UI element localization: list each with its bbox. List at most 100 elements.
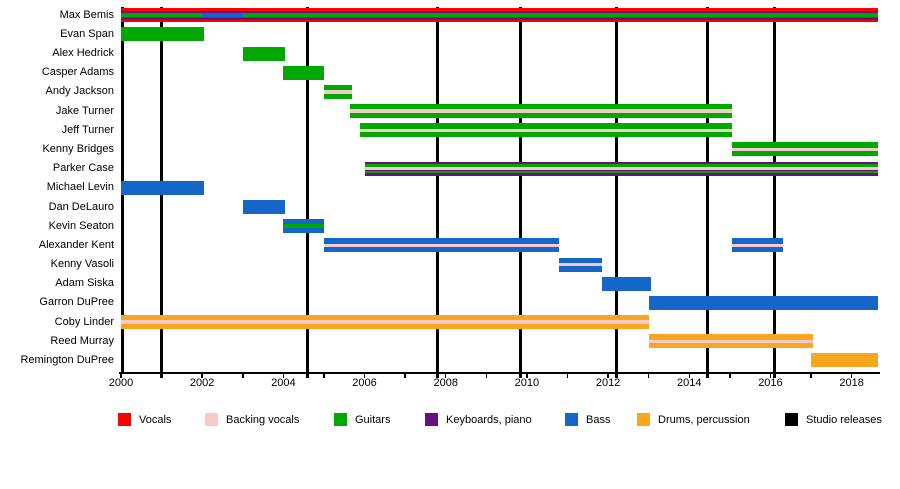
member-bar: [283, 219, 324, 234]
x-axis-tick: [647, 372, 650, 378]
x-axis-tick: [120, 372, 122, 378]
legend-label: Keyboards, piano: [446, 413, 532, 426]
legend-label: Drums, percussion: [658, 413, 750, 426]
bass-swatch: [565, 413, 578, 427]
x-axis-tick: [404, 372, 406, 378]
member-bar: [360, 123, 732, 138]
legend-item-keyboards: Keyboards, piano: [425, 411, 532, 427]
legend-item-backing-vocals: Backing vocals: [205, 411, 300, 427]
x-axis-tick: [485, 372, 488, 378]
studio-release-line: [306, 7, 310, 378]
member-bar: [601, 276, 651, 291]
instrument-stripe: [364, 164, 878, 167]
legend-label: Bass: [586, 413, 611, 426]
instrument-stripe: [364, 170, 878, 173]
studio-releases-swatch: [785, 413, 798, 427]
x-axis-year-label: 2010: [514, 377, 540, 389]
member-name-label: Kenny Bridges: [42, 142, 114, 155]
instrument-stripe: [323, 243, 560, 248]
member-bar: [350, 104, 732, 119]
x-axis-tick: [850, 372, 853, 378]
member-name-label: Reed Murray: [50, 334, 114, 347]
instrument-stripe: [731, 147, 878, 152]
member-name-label: Parker Case: [52, 162, 114, 175]
member-bar: [121, 315, 649, 330]
member-bar: [242, 46, 286, 61]
member-bar: [648, 295, 878, 310]
member-bar: [731, 238, 783, 253]
x-axis-year-label: 2016: [758, 377, 783, 389]
x-axis-year-label: 2004: [271, 377, 296, 389]
member-bar: [559, 257, 602, 272]
keyboards-swatch: [425, 413, 438, 427]
member-name-label: Dan DeLauro: [48, 200, 114, 213]
x-axis-year-label: 2012: [595, 377, 621, 389]
x-axis-year-label: 2006: [352, 377, 377, 389]
member-name-label: Adam Siska: [55, 277, 114, 290]
legend-label: Vocals: [139, 413, 172, 426]
x-axis-tick: [282, 372, 285, 378]
member-name-label: Evan Span: [60, 27, 114, 40]
instrument-stripe: [121, 13, 878, 18]
member-name-label: Remington DuPree: [20, 353, 114, 366]
instrument-stripe: [121, 320, 649, 324]
x-axis-tick: [729, 372, 731, 378]
legend-label: Studio releases: [806, 413, 882, 426]
x-axis-tick: [526, 372, 528, 378]
instrument-stripe: [121, 10, 878, 13]
x-axis-tick: [688, 372, 690, 378]
x-axis-tick: [363, 372, 366, 378]
member-name-label: Garron DuPree: [39, 296, 114, 309]
x-axis-tick: [323, 372, 325, 378]
studio-release-line: [772, 7, 776, 378]
member-name-label: Alexander Kent: [38, 238, 114, 251]
x-axis-year-label: 2014: [677, 377, 702, 389]
x-axis-tick: [769, 372, 772, 378]
member-bar: [364, 161, 878, 176]
x-axis-tick: [201, 372, 203, 378]
member-bar: [283, 65, 324, 80]
legend-item-drums: Drums, percussion: [637, 411, 750, 427]
vocals-swatch: [118, 413, 131, 427]
studio-release-line: [614, 7, 618, 378]
guitars-swatch: [334, 413, 347, 427]
x-axis-line: [119, 372, 880, 374]
legend-item-vocals: Vocals: [118, 411, 172, 427]
x-axis-tick: [444, 372, 447, 378]
member-name-label: Jeff Turner: [61, 123, 114, 136]
legend-item-bass: Bass: [565, 411, 611, 427]
instrument-stripe: [350, 109, 732, 113]
legend-label: Backing vocals: [226, 413, 300, 426]
member-name-label: Michael Levin: [46, 181, 114, 194]
member-bar: [121, 8, 878, 23]
instrument-stripe: [121, 17, 878, 20]
member-name-label: Max Bemis: [59, 8, 114, 21]
backing-vocals-swatch: [205, 413, 218, 427]
member-bar: [121, 27, 205, 42]
x-axis-year-label: 2002: [189, 377, 215, 389]
x-axis-tick: [607, 372, 609, 378]
member-bar: [323, 238, 560, 253]
instrument-stripe: [202, 13, 243, 18]
instrument-stripe: [364, 167, 878, 171]
studio-release-line: [519, 7, 523, 378]
legend-item-guitars: Guitars: [334, 411, 391, 427]
legend-label: Guitars: [355, 413, 391, 426]
x-axis-year-label: 2008: [433, 377, 458, 389]
instrument-stripe: [323, 90, 353, 94]
studio-release-line: [436, 7, 440, 378]
member-name-label: Andy Jackson: [45, 85, 114, 98]
member-bar: [731, 142, 878, 157]
member-bar: [242, 200, 286, 214]
studio-release-line: [706, 7, 710, 378]
member-bar: [121, 180, 205, 195]
member-name-label: Jake Turner: [55, 104, 114, 117]
member-name-label: Kevin Seaton: [48, 219, 114, 232]
member-name-label: Casper Adams: [41, 66, 114, 79]
instrument-stripe: [559, 262, 602, 267]
member-name-label: Alex Hedrick: [52, 47, 114, 60]
instrument-stripe: [283, 223, 324, 229]
